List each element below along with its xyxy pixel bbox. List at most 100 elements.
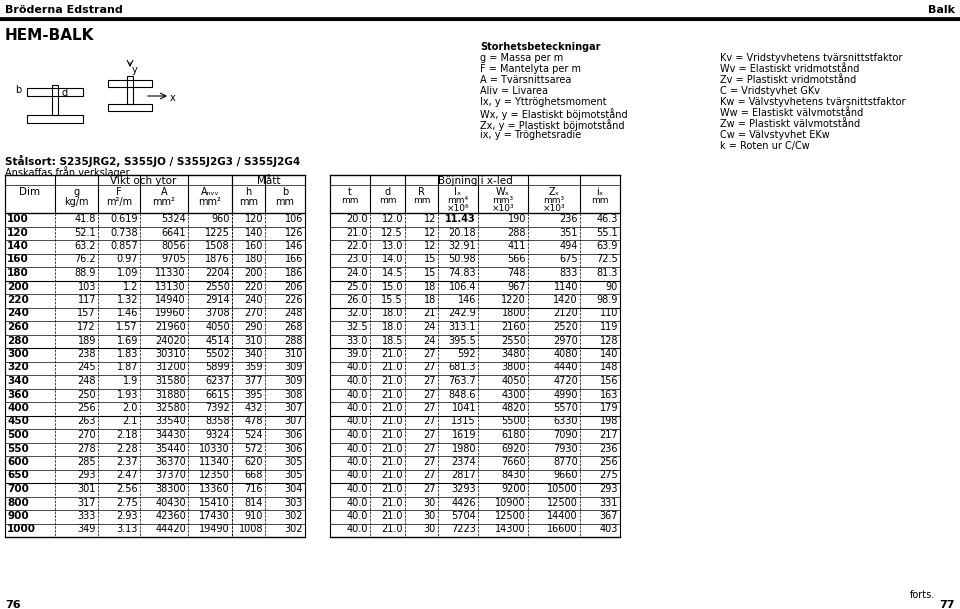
Text: 242.9: 242.9: [448, 309, 476, 319]
Text: 33.0: 33.0: [347, 336, 368, 345]
Text: 263: 263: [78, 417, 96, 426]
Text: 106.4: 106.4: [448, 281, 476, 292]
Text: 13360: 13360: [200, 484, 230, 494]
Text: 340: 340: [7, 376, 29, 386]
Text: 411: 411: [508, 241, 526, 251]
Text: 157: 157: [78, 309, 96, 319]
Text: 748: 748: [508, 268, 526, 278]
Text: R: R: [418, 187, 425, 197]
Text: 2.56: 2.56: [116, 484, 138, 494]
Text: 14.5: 14.5: [381, 268, 403, 278]
Text: 31580: 31580: [156, 376, 186, 386]
Text: Böjning i x-led: Böjning i x-led: [438, 176, 513, 186]
Text: Zw = Plastiskt välvmotstånd: Zw = Plastiskt välvmotstånd: [720, 119, 860, 129]
Text: 21.0: 21.0: [381, 443, 403, 454]
Text: 40.0: 40.0: [347, 390, 368, 400]
Text: 189: 189: [78, 336, 96, 345]
Text: 72.5: 72.5: [596, 255, 618, 264]
Text: 288: 288: [284, 336, 303, 345]
Text: 270: 270: [78, 430, 96, 440]
Text: 302: 302: [284, 524, 303, 535]
Text: 308: 308: [284, 390, 303, 400]
Text: 0.857: 0.857: [110, 241, 138, 251]
Text: 32.0: 32.0: [347, 309, 368, 319]
Text: 7223: 7223: [451, 524, 476, 535]
Text: 198: 198: [600, 417, 618, 426]
Text: 592: 592: [457, 349, 476, 359]
Text: 21.0: 21.0: [381, 376, 403, 386]
Text: 12: 12: [423, 228, 436, 238]
Text: 310: 310: [245, 336, 263, 345]
Text: 4820: 4820: [501, 403, 526, 413]
Text: 17430: 17430: [200, 511, 230, 521]
Text: 90: 90: [606, 281, 618, 292]
Text: Aliv = Livarea: Aliv = Livarea: [480, 86, 548, 96]
Text: 620: 620: [245, 457, 263, 467]
Text: 900: 900: [7, 511, 29, 521]
Text: 716: 716: [245, 484, 263, 494]
Text: 6641: 6641: [161, 228, 186, 238]
Text: 160: 160: [7, 255, 29, 264]
Text: 200: 200: [245, 268, 263, 278]
Text: 206: 206: [284, 281, 303, 292]
Text: 55.1: 55.1: [596, 228, 618, 238]
Text: 278: 278: [78, 443, 96, 454]
Text: 30310: 30310: [156, 349, 186, 359]
Text: F = Mantelyta per m: F = Mantelyta per m: [480, 64, 581, 74]
Text: 240: 240: [7, 309, 29, 319]
Text: 98.9: 98.9: [596, 295, 618, 305]
Text: 1.57: 1.57: [116, 322, 138, 332]
Text: 15: 15: [423, 255, 436, 264]
Text: 16600: 16600: [547, 524, 578, 535]
Text: 39.0: 39.0: [347, 349, 368, 359]
Text: 12500: 12500: [495, 511, 526, 521]
Text: 21.0: 21.0: [381, 362, 403, 373]
Text: 650: 650: [7, 471, 29, 481]
Text: 2374: 2374: [451, 457, 476, 467]
Text: 301: 301: [78, 484, 96, 494]
Text: Kv = Vridstyvhetens tvärsnittstfaktor: Kv = Vridstyvhetens tvärsnittstfaktor: [720, 53, 902, 63]
Text: 256: 256: [599, 457, 618, 467]
Text: Stålsort: S235JRG2, S355JO / S355J2G3 / S355J2G4: Stålsort: S235JRG2, S355JO / S355J2G3 / …: [5, 155, 300, 167]
Text: 2.75: 2.75: [116, 498, 138, 507]
Text: 76.2: 76.2: [74, 255, 96, 264]
Text: 35440: 35440: [156, 443, 186, 454]
Text: 1876: 1876: [205, 255, 230, 264]
Text: 4990: 4990: [554, 390, 578, 400]
Text: 27: 27: [423, 443, 436, 454]
Text: 146: 146: [284, 241, 303, 251]
Text: 256: 256: [78, 403, 96, 413]
Text: 304: 304: [284, 484, 303, 494]
Text: 18.0: 18.0: [382, 309, 403, 319]
Text: Ww = Elastiskt välvmotstånd: Ww = Elastiskt välvmotstånd: [720, 108, 863, 118]
Text: 566: 566: [508, 255, 526, 264]
Text: 20.18: 20.18: [448, 228, 476, 238]
Text: 2.37: 2.37: [116, 457, 138, 467]
Text: 0.97: 0.97: [116, 255, 138, 264]
Text: 7090: 7090: [553, 430, 578, 440]
Text: 12500: 12500: [547, 498, 578, 507]
Text: 4440: 4440: [554, 362, 578, 373]
Text: ×10⁶: ×10⁶: [446, 204, 469, 213]
Text: b: b: [14, 85, 21, 95]
Text: 395: 395: [245, 390, 263, 400]
Text: 309: 309: [284, 376, 303, 386]
Text: 5502: 5502: [205, 349, 230, 359]
Text: 478: 478: [245, 417, 263, 426]
Text: forts.: forts.: [910, 590, 935, 600]
Text: 27: 27: [423, 390, 436, 400]
Text: 21.0: 21.0: [381, 430, 403, 440]
Text: 6330: 6330: [554, 417, 578, 426]
Text: 146: 146: [458, 295, 476, 305]
Text: 4050: 4050: [501, 376, 526, 386]
Bar: [27, 88, 83, 96]
Text: 8358: 8358: [205, 417, 230, 426]
Text: 186: 186: [284, 268, 303, 278]
Text: 40.0: 40.0: [347, 376, 368, 386]
Text: 6920: 6920: [501, 443, 526, 454]
Text: 2817: 2817: [451, 471, 476, 481]
Text: 21.0: 21.0: [381, 524, 403, 535]
Text: 44420: 44420: [156, 524, 186, 535]
Text: 681.3: 681.3: [448, 362, 476, 373]
Text: 23.0: 23.0: [347, 255, 368, 264]
